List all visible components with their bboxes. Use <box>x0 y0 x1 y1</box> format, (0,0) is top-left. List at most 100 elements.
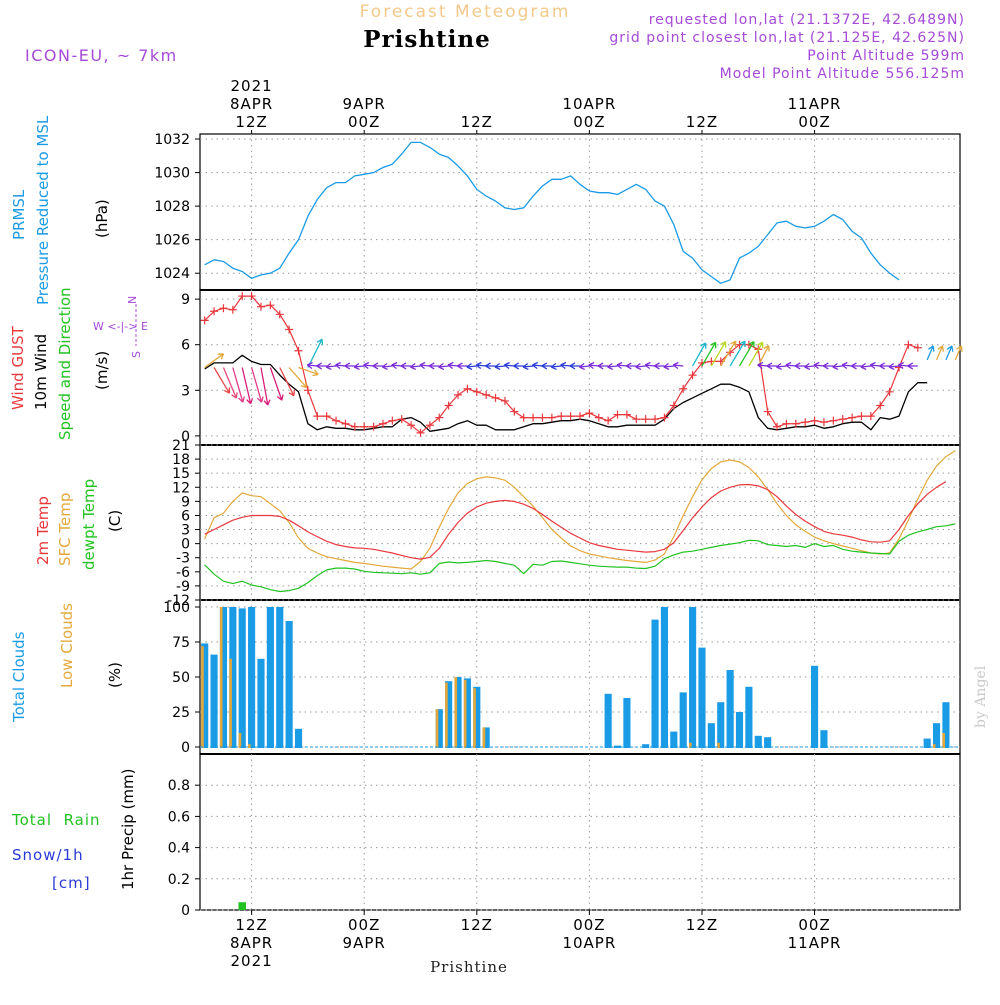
gust-marker <box>407 421 416 430</box>
gust-marker <box>669 401 678 410</box>
gust-marker <box>416 428 425 437</box>
wind-arrow <box>729 340 746 367</box>
gust-marker <box>632 415 641 424</box>
time-label-top: 00Z <box>348 113 380 131</box>
wind-arrow <box>550 362 562 371</box>
wind-arrow <box>672 361 684 369</box>
total-cloud-bar <box>717 702 725 748</box>
gust-marker <box>454 390 463 399</box>
pressure-label-prmsl: PRMSL <box>10 189 28 240</box>
low-cloud-bar <box>482 727 486 748</box>
low-cloud-bar <box>717 742 720 748</box>
wind-arrow <box>822 362 834 370</box>
wind-arrow <box>222 367 238 399</box>
wind-arrow <box>372 362 383 370</box>
wind-arrow <box>560 361 571 369</box>
temp-label-2m: 2m Temp <box>34 496 52 565</box>
gust-marker <box>763 407 772 416</box>
total-cloud-bar <box>294 728 303 748</box>
wind-arrow <box>588 361 599 369</box>
ytick-label-temperature: 18 <box>172 452 190 468</box>
total-cloud-bar <box>201 643 209 748</box>
total-cloud-bar <box>445 681 453 748</box>
gust-marker <box>463 384 472 393</box>
wind-arrow <box>832 362 843 371</box>
gust-marker <box>829 416 838 425</box>
time-label-top: 12Z <box>461 113 493 131</box>
gust-marker <box>782 419 791 428</box>
gust-marker <box>866 412 875 421</box>
gust-marker <box>341 419 350 428</box>
wind-arrow <box>204 353 225 369</box>
gust-marker <box>529 413 538 422</box>
wind-unit: (m/s) <box>93 351 111 390</box>
gust-marker <box>228 305 237 314</box>
wind-arrow <box>898 361 909 369</box>
precip-label-snow: Snow/1h <box>12 846 84 864</box>
wind-arrow <box>813 361 825 369</box>
wind-arrow <box>410 362 421 371</box>
total-cloud-bar <box>698 647 706 748</box>
cloud-label-low: Low Clouds <box>58 603 76 688</box>
wind-arrow <box>232 367 245 403</box>
gust-marker <box>360 422 369 431</box>
time-label-top: 8APR <box>230 95 273 113</box>
gust-marker <box>679 384 688 393</box>
gust-marker <box>472 387 481 396</box>
total-cloud-bar <box>276 607 284 748</box>
total-cloud-bar <box>604 693 612 748</box>
ytick-label-wind: 3 <box>181 383 190 399</box>
gust-marker <box>369 422 378 431</box>
gust-marker <box>388 416 397 425</box>
cloud-labels: Total Clouds Low Clouds (%) <box>10 603 124 723</box>
wind-arrow <box>663 362 674 371</box>
gust-marker <box>275 310 284 319</box>
total-cloud-bar <box>210 654 218 748</box>
wind-arrow <box>776 362 787 371</box>
wind-arrow <box>307 338 324 368</box>
wind-arrow <box>353 362 365 371</box>
gust-marker <box>585 409 594 418</box>
wind-arrow <box>841 361 853 369</box>
time-label-top: 00Z <box>573 113 605 131</box>
total-cloud-bar <box>482 727 490 748</box>
wind-arrow <box>720 340 737 367</box>
panel-frame-temperature <box>199 444 961 601</box>
gust-marker <box>688 371 697 380</box>
gust-marker <box>491 393 500 402</box>
gust-marker <box>801 418 810 427</box>
wind-arrow <box>954 345 963 361</box>
gust-marker <box>913 343 922 352</box>
ytick-label-temperature: 12 <box>172 480 190 496</box>
gust-marker <box>322 412 331 421</box>
gust-marker <box>285 325 294 334</box>
wind-label-speed-dir: Speed and Direction <box>56 287 74 440</box>
wind-arrow <box>447 361 459 369</box>
y-ticks: 102410261028103010320369-12-9-6-30369121… <box>154 132 200 919</box>
gust-marker <box>613 410 622 419</box>
model-label: ICON-EU, ~ 7km <box>25 46 178 65</box>
temp-unit: (C) <box>106 510 124 532</box>
ytick-label-clouds: 75 <box>172 635 190 651</box>
gust-marker <box>622 410 631 419</box>
gust-marker <box>660 413 669 422</box>
gust-marker <box>885 387 894 396</box>
footer-location: Prishtine <box>430 958 508 976</box>
wind-arrow <box>250 367 264 403</box>
total-cloud-bar <box>670 731 678 748</box>
gust-marker <box>510 407 519 416</box>
time-label-top: 2021 <box>231 77 273 95</box>
ytick-label-pressure: 1032 <box>154 132 190 148</box>
compass-we: W <-|-> E <box>93 320 148 333</box>
wind-arrow <box>279 367 295 397</box>
total-cloud-bar <box>764 737 772 748</box>
gust-marker <box>200 316 209 325</box>
time-label-bottom: 00Z <box>798 916 830 934</box>
gust-marker <box>566 412 575 421</box>
gust-marker <box>444 401 453 410</box>
wind-arrow <box>710 341 727 367</box>
point-altitude: Point Altitude 599m <box>807 48 965 64</box>
time-label-bottom: 11APR <box>788 934 842 952</box>
panel-frame-pressure <box>199 133 961 291</box>
gust-marker <box>397 415 406 424</box>
